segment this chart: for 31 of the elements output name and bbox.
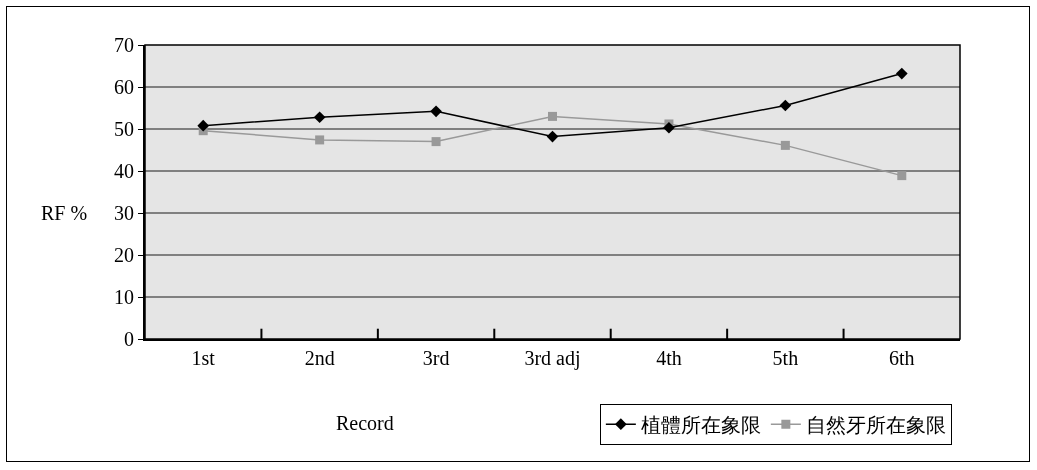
x-tick-label: 2nd [304, 347, 335, 369]
point [431, 137, 441, 147]
x-axis-title: Record [336, 412, 394, 434]
y-tick-label: 50 [114, 118, 134, 140]
y-tick-label: 60 [114, 76, 134, 98]
legend-label: 自然牙所在象限 [805, 413, 946, 436]
point [197, 119, 210, 132]
point [548, 111, 557, 121]
y-tick-label: 30 [114, 202, 134, 224]
legend-label: 植體所在象限 [640, 413, 761, 436]
point [663, 121, 675, 134]
y-tick-label: 70 [114, 34, 134, 56]
x-tick-label: 3rd adj [524, 347, 581, 370]
y-tick-label: 40 [114, 160, 134, 182]
point [546, 130, 559, 143]
x-tick-label: 4th [656, 347, 682, 369]
point [780, 140, 790, 150]
y-tick-label: 10 [114, 286, 134, 308]
y-axis-title: RF % [41, 202, 88, 224]
y-tick-label: 20 [114, 244, 134, 266]
point [895, 67, 908, 80]
y-tick-label: 0 [124, 328, 134, 350]
point [315, 135, 325, 145]
x-tick-label: 3rd [422, 347, 450, 369]
point [897, 171, 907, 181]
point [313, 111, 326, 124]
point [779, 99, 792, 112]
point [430, 105, 442, 118]
x-tick-label: 1st [191, 347, 216, 369]
x-tick-label: 6th [889, 347, 915, 369]
x-tick-label: 5th [772, 347, 799, 369]
